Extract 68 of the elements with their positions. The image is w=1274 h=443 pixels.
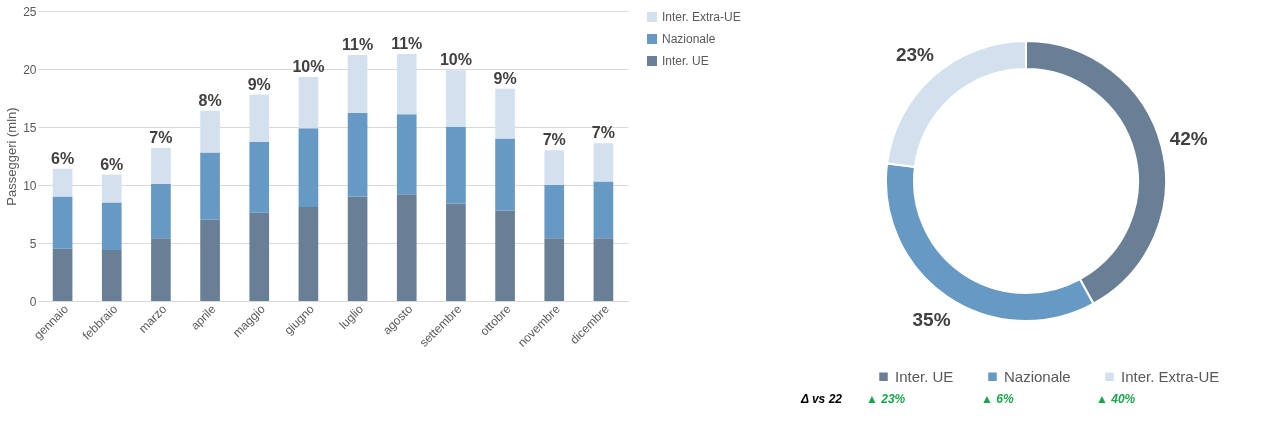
bar	[593, 143, 614, 182]
legend-label: Inter. UE	[895, 367, 954, 385]
text: ▲ 23%	[866, 392, 906, 406]
bar	[446, 127, 466, 204]
y-axis-title: Passeggeri (mln)	[4, 107, 20, 206]
annotation: 11%	[342, 36, 374, 54]
annotation: 8%	[198, 91, 222, 109]
bar	[544, 238, 565, 301]
bar	[52, 196, 73, 249]
text: ▲ 40%	[1096, 392, 1136, 406]
annotation: 6%	[51, 149, 75, 167]
bar	[151, 183, 171, 239]
annotation: 7%	[542, 131, 566, 149]
bar	[52, 168, 73, 197]
bar	[200, 219, 220, 301]
data-label: 42%	[1169, 128, 1208, 150]
bar	[52, 248, 73, 301]
bar	[446, 203, 466, 301]
bar	[396, 194, 417, 301]
bar	[495, 210, 515, 301]
legend-label: Inter. Extra-UE	[662, 10, 741, 24]
y-tick-label: 10	[23, 178, 37, 193]
data-label: 23%	[895, 43, 935, 65]
bar	[151, 238, 171, 301]
bar	[101, 174, 122, 203]
bar	[298, 77, 319, 129]
bar	[544, 150, 565, 185]
bar	[200, 110, 220, 153]
bar	[495, 88, 515, 139]
bar	[249, 94, 270, 143]
annotation: 7%	[149, 128, 173, 146]
bar	[544, 185, 565, 239]
annotation: 10%	[292, 58, 325, 76]
text: ▲ 6%	[981, 392, 1014, 406]
legend-label: Nazionale	[1004, 367, 1071, 385]
data-label: 35%	[912, 308, 951, 330]
bar	[151, 147, 171, 184]
bar	[101, 249, 122, 301]
bar	[200, 152, 220, 220]
legend-label: Inter. UE	[662, 54, 709, 68]
bar	[347, 196, 368, 301]
bar	[249, 142, 270, 213]
annotation: 11%	[391, 34, 423, 52]
bar	[347, 113, 368, 197]
bar	[396, 114, 417, 195]
bar	[298, 207, 319, 301]
text: Δ vs 22	[800, 392, 843, 406]
bar	[347, 55, 368, 114]
bar	[249, 212, 270, 301]
legend-label: Nazionale	[662, 32, 716, 46]
bar	[495, 138, 515, 211]
annotation: 10%	[439, 51, 472, 69]
bar	[593, 181, 614, 239]
y-tick-label: 0	[29, 294, 37, 309]
bar	[101, 202, 122, 250]
legend-label: Inter. Extra-UE	[1121, 367, 1220, 385]
annotation: 9%	[493, 69, 517, 87]
y-tick-label: 5	[29, 236, 37, 251]
bar	[593, 238, 614, 301]
annotation: 9%	[247, 75, 271, 93]
annotation: 7%	[591, 124, 615, 142]
bar	[298, 128, 319, 208]
y-tick-label: 15	[23, 120, 37, 135]
y-tick-label: 25	[23, 4, 37, 19]
bar	[396, 53, 417, 115]
bar	[446, 70, 466, 127]
y-tick-label: 20	[23, 62, 37, 77]
annotation: 6%	[100, 155, 124, 173]
